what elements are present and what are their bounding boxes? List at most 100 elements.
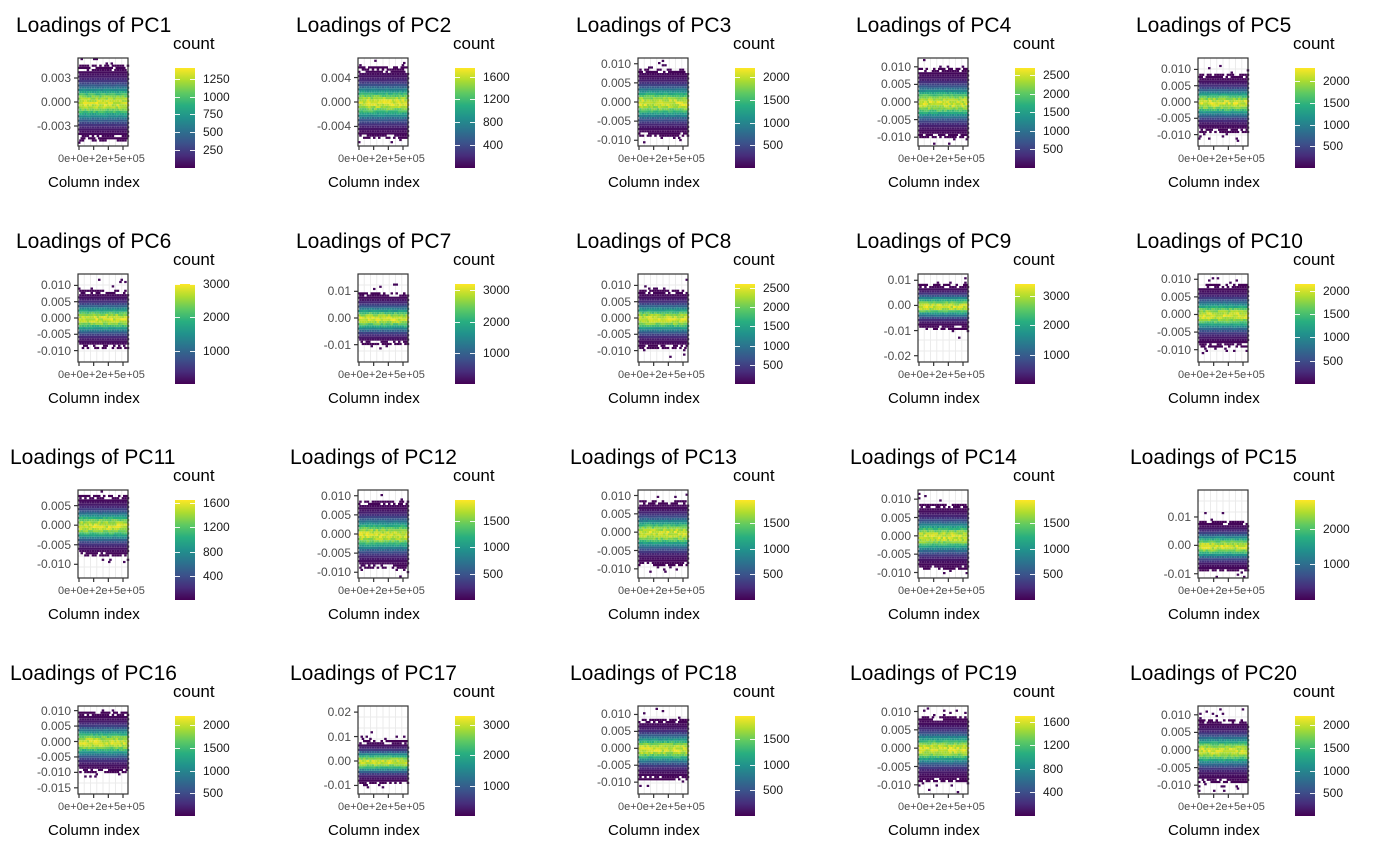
hexbin-cell — [644, 342, 647, 345]
x-tick-labels: 0e+0e+2e+5e+05 — [338, 153, 425, 165]
hexbin-cell — [963, 120, 966, 123]
hexbin-cell — [124, 302, 127, 306]
hexbin-cell — [661, 95, 665, 98]
hexbin-cell — [108, 309, 111, 312]
hexbin-cell — [1223, 97, 1226, 101]
hexbin-plot — [1194, 57, 1250, 150]
hexbin-cell — [638, 322, 641, 325]
hexbin-cell — [115, 318, 118, 321]
hexbin-cell — [118, 106, 121, 109]
hexbin-cell — [665, 327, 668, 330]
hexbin-cell — [651, 333, 655, 336]
hexbin-cell — [121, 126, 125, 129]
hexbin-cell — [675, 110, 678, 113]
legend-tick-mark — [750, 287, 755, 289]
hexbin-cell — [956, 105, 960, 108]
hexbin-cell — [394, 68, 397, 71]
hexbin-cell — [653, 70, 656, 73]
hexbin-cell — [1230, 84, 1233, 87]
hexbin-cell — [368, 296, 371, 299]
hexbin-cell — [95, 128, 98, 131]
hexbin-cell — [1236, 95, 1240, 98]
hexbin-cell — [81, 108, 85, 111]
hexbin-cell — [1208, 124, 1211, 127]
hexbin-cell — [119, 324, 122, 328]
hexbin-cell — [105, 88, 108, 91]
hexbin-cell — [125, 124, 128, 127]
hexbin-cell — [938, 133, 941, 136]
hexbin-cell — [404, 77, 407, 80]
hexbin-cell — [103, 66, 106, 69]
hexbin-cell — [654, 130, 657, 133]
hexbin-cell — [109, 73, 112, 76]
hexbin-cell — [388, 110, 391, 113]
hexbin-cell — [120, 300, 123, 303]
hexbin-cell — [93, 344, 96, 347]
hexbin-cell — [681, 316, 685, 319]
hexbin-cell — [99, 338, 102, 341]
hexbin-cell — [651, 95, 655, 98]
hexbin-cell — [1224, 82, 1227, 85]
hexbin-cell — [111, 121, 115, 124]
hexbin-cell — [676, 338, 680, 341]
hexbin-cell — [1233, 93, 1236, 96]
hexbin-cell — [115, 71, 118, 74]
hexbin-cell — [673, 322, 676, 325]
hexbin-cell — [104, 99, 107, 102]
hexbin-cell — [684, 333, 687, 336]
hexbin-cell — [649, 95, 652, 98]
hexbin-cell — [93, 102, 96, 105]
hexbin-cell — [360, 305, 363, 308]
hexbin-cell — [405, 123, 408, 126]
hexbin-cell — [78, 71, 81, 74]
hexbin-cell — [934, 118, 937, 121]
hexbin-cell — [951, 122, 955, 125]
hexbin-cell — [376, 112, 380, 115]
hexbin-cell — [104, 342, 107, 345]
hexbin-cell — [1234, 126, 1237, 129]
hexbin-cell — [954, 122, 957, 125]
hexbin-cell — [371, 320, 375, 324]
hexbin-cell — [391, 329, 395, 332]
hexbin-cell — [945, 89, 948, 92]
hexbin-cell — [676, 289, 680, 292]
hexbin-cell — [646, 338, 650, 341]
hexbin-cell — [394, 103, 397, 106]
hexbin-cell — [384, 116, 387, 120]
x-axis-label: Column index — [48, 174, 140, 191]
hexbin-cell — [94, 294, 97, 297]
hexbin-cell — [656, 77, 660, 80]
hexbin-cell — [378, 132, 381, 135]
hexbin-cell — [946, 83, 950, 86]
hexbin-cell — [950, 85, 953, 88]
hexbin-cell — [95, 331, 98, 334]
hexbin-cell — [401, 68, 405, 71]
hexbin-cell — [104, 126, 107, 129]
hexbin-cell — [120, 296, 123, 299]
hexbin-cell — [930, 89, 933, 92]
hexbin-cell — [641, 289, 645, 292]
hexbin-cell — [388, 323, 391, 326]
hexbin-cell — [78, 66, 81, 69]
hexbin-cell — [384, 312, 387, 315]
hexbin-cell — [120, 66, 123, 69]
hexbin-cell — [1235, 93, 1238, 96]
hexbin-cell — [105, 75, 108, 78]
hexbin-cell — [388, 132, 391, 135]
hexbin-cell — [678, 132, 681, 135]
hexbin-cell — [379, 81, 382, 84]
hexbin-cell — [104, 91, 107, 94]
hexbin-cell — [388, 296, 391, 299]
hexbin-cell — [85, 71, 88, 74]
hexbin-cell — [384, 134, 387, 137]
hexbin-cell — [380, 101, 383, 104]
legend-tick-mark — [750, 145, 755, 147]
hexbin-cell — [125, 84, 128, 87]
hexbin-cell — [941, 78, 945, 81]
x-tick-labels: 0e+0e+2e+5e+05 — [58, 369, 145, 381]
hexbin-cell — [958, 76, 961, 79]
hexbin-cell — [393, 301, 396, 304]
hexbin-cell — [91, 69, 95, 72]
hexbin-cell — [389, 68, 392, 71]
hexbin-cell — [401, 312, 405, 315]
